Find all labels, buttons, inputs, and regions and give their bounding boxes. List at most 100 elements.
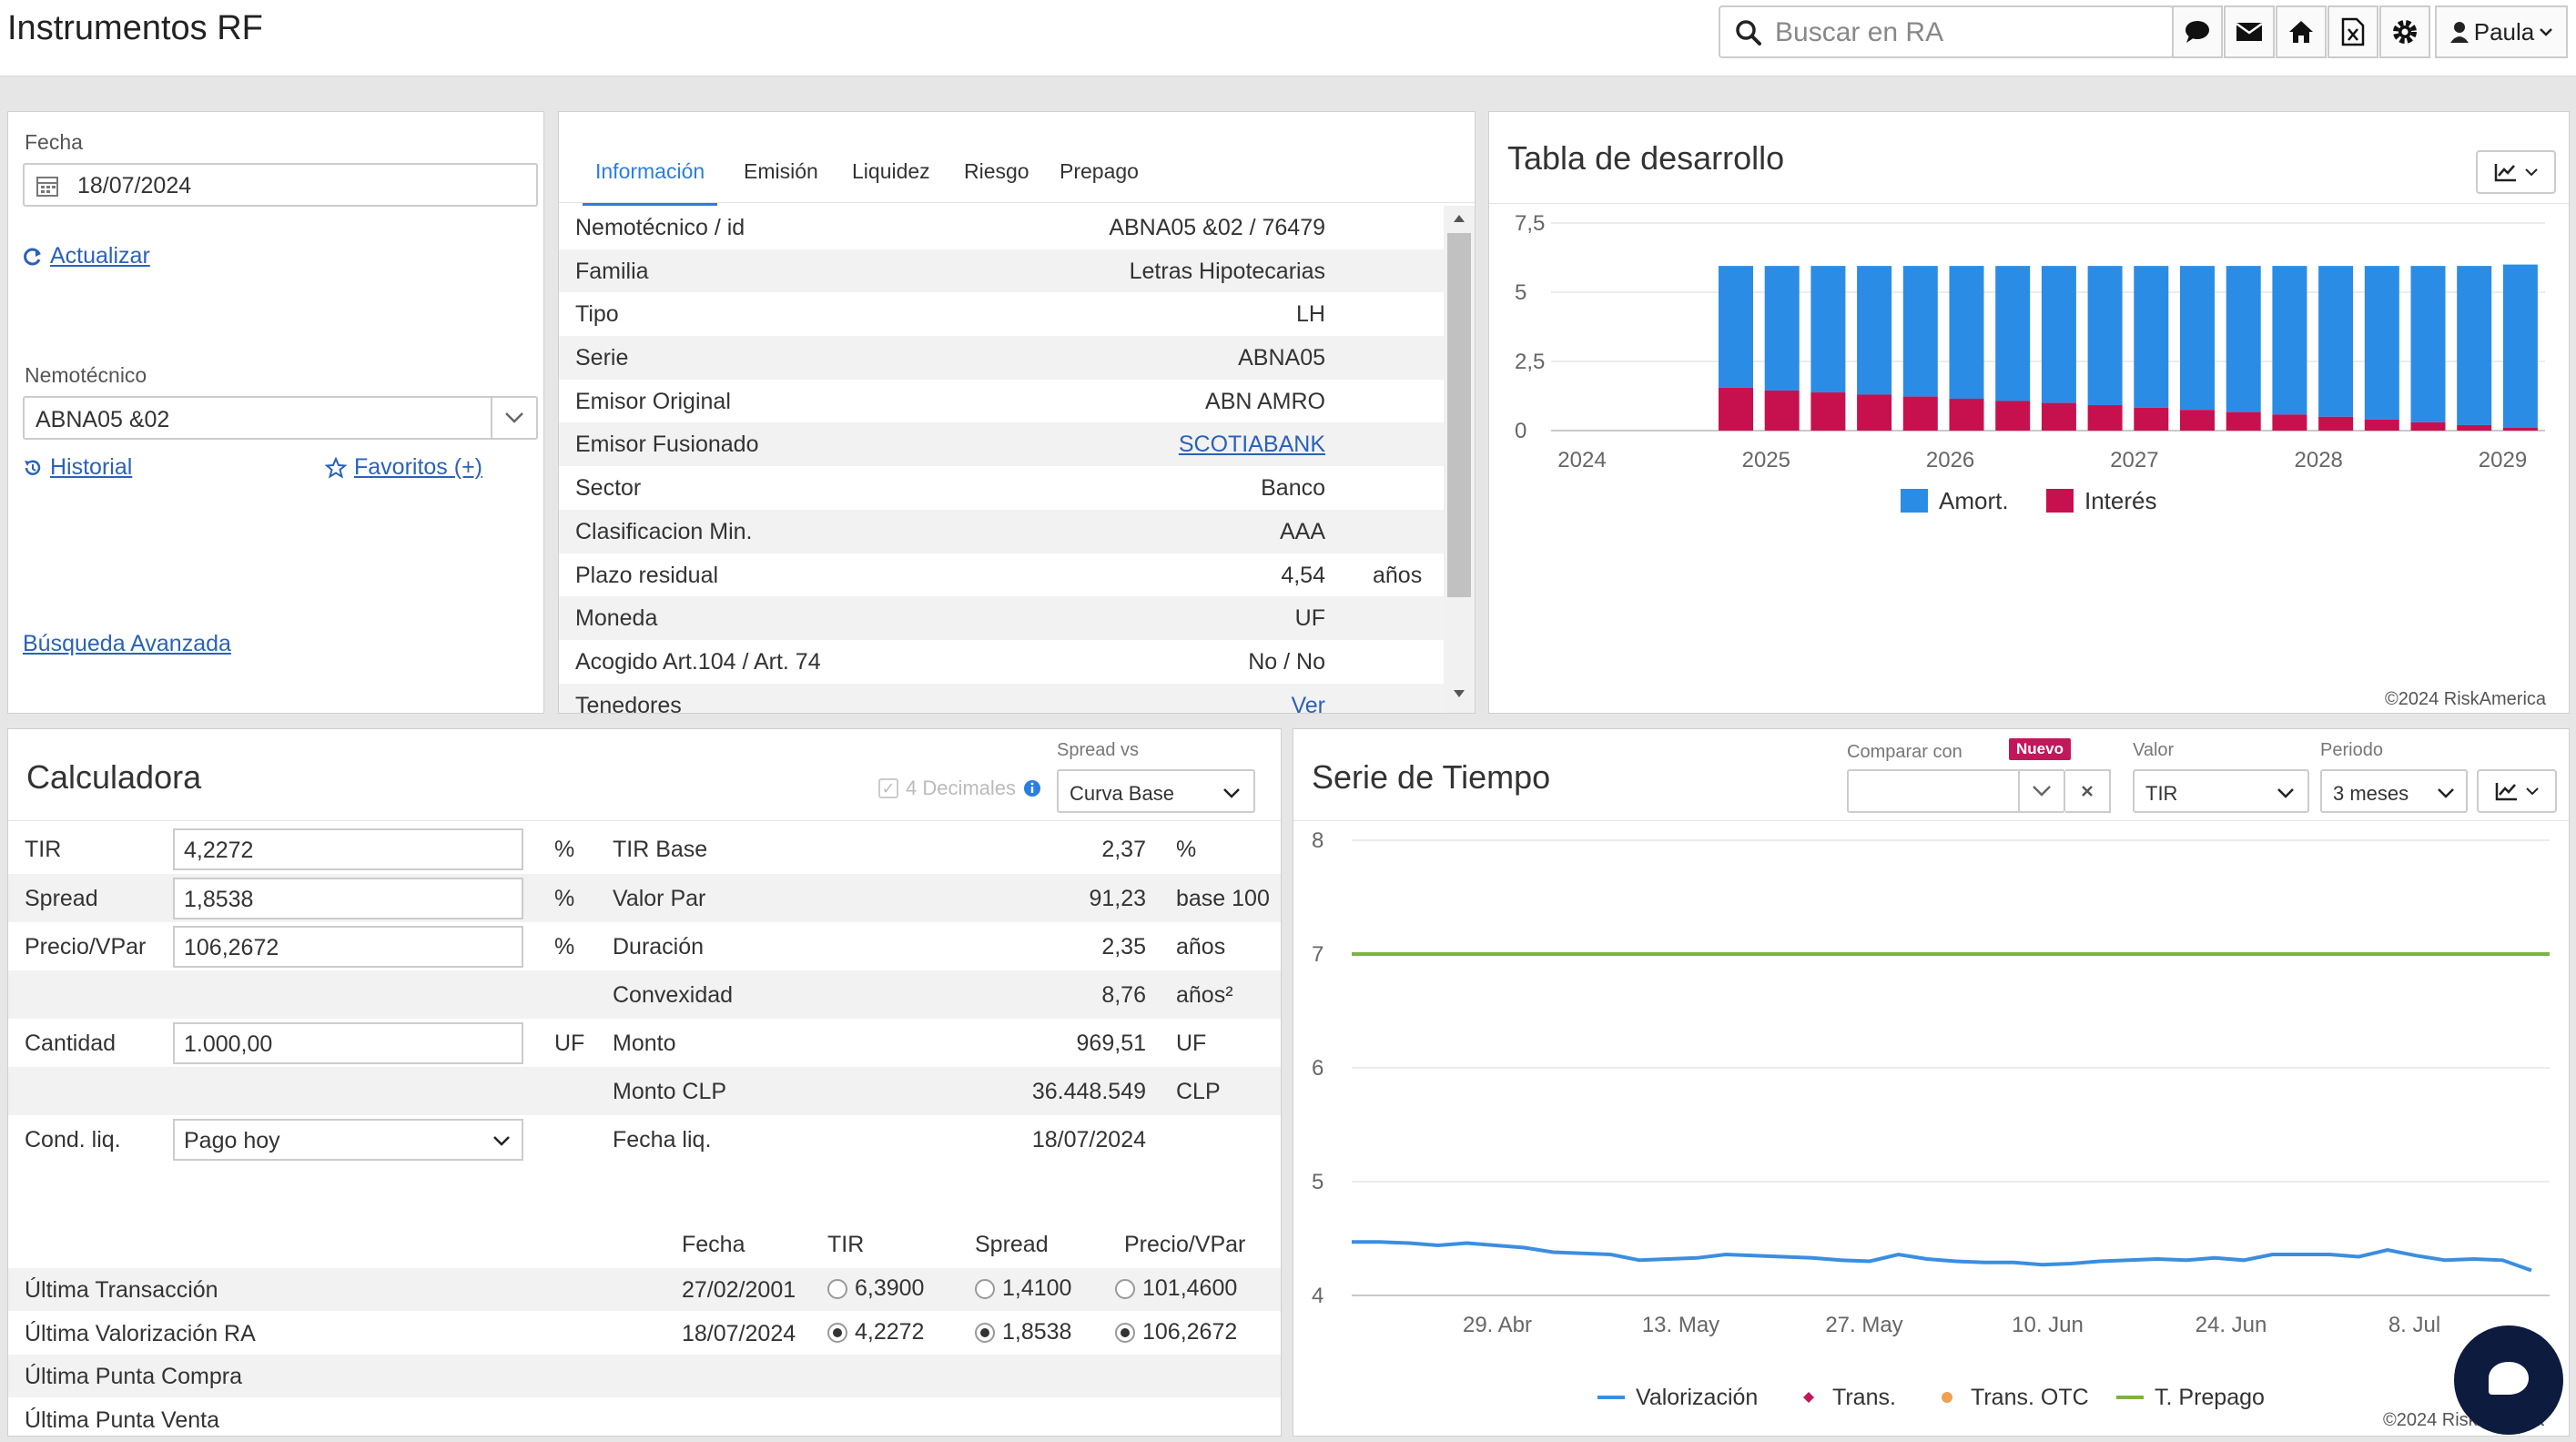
calc-result-unit: CLP	[1176, 1079, 1221, 1104]
tab-informacion[interactable]: Información	[582, 159, 718, 206]
calc-input-preciovpar[interactable]: 106,2672	[173, 926, 523, 968]
legend-otc-label[interactable]: Trans. OTC	[1971, 1385, 2089, 1410]
scroll-thumb[interactable]	[1447, 233, 1471, 597]
mail-button[interactable]	[2224, 5, 2275, 58]
radio-icon[interactable]	[827, 1322, 847, 1343]
legend-prepago-label[interactable]: T. Prepago	[2155, 1385, 2265, 1410]
hist-label: Última Punta Compra	[25, 1364, 242, 1389]
chat-button[interactable]	[2172, 5, 2223, 58]
legend-amort-label[interactable]: Amort.	[1939, 487, 2009, 514]
info-row: Familia Letras Hipotecarias	[559, 249, 1444, 293]
serie-chart-menu-button[interactable]	[2477, 769, 2557, 813]
chevron-down-icon	[493, 1136, 510, 1146]
info-unit: años	[1373, 562, 1423, 588]
calc-result-label: Valor Par	[613, 886, 706, 911]
desarrollo-chart-menu-button[interactable]	[2476, 150, 2556, 194]
home-button[interactable]	[2276, 5, 2327, 58]
legend-interes-label[interactable]: Interés	[2084, 487, 2157, 514]
hist-tir-option[interactable]: 6,3900	[827, 1275, 924, 1302]
calc-input-unit: UF	[554, 1031, 585, 1056]
radio-icon[interactable]	[975, 1322, 995, 1343]
dev-bar-amort	[1810, 266, 1846, 393]
dev-bar-interes	[1902, 396, 1938, 431]
dev-x-tick: 2026	[1926, 448, 1974, 472]
info-row: Moneda UF	[559, 596, 1444, 640]
nuevo-badge: Nuevo	[2009, 738, 2071, 760]
calc-row: Cond. liq. Pago hoy Fecha liq. 18/07/2024	[8, 1115, 1281, 1163]
scroll-down-icon[interactable]	[1452, 688, 1466, 699]
info-icon[interactable]	[1023, 779, 1041, 797]
historial-link[interactable]: Historial	[23, 454, 132, 481]
excel-icon	[2341, 17, 2365, 46]
tab-prepago[interactable]: Prepago	[1060, 159, 1139, 183]
hist-spread-option[interactable]: 1,8538	[975, 1319, 1071, 1346]
settings-button[interactable]	[2379, 5, 2430, 58]
nemotecnico-dropdown-toggle[interactable]	[491, 398, 536, 438]
star-icon	[325, 456, 347, 479]
calc-row: Monto CLP 36.448.549 CLP	[8, 1067, 1281, 1115]
scroll-up-icon[interactable]	[1452, 213, 1466, 224]
calc-label: Cond. liq.	[25, 1127, 121, 1153]
decimales-checkbox[interactable]: ✓ 4 Decimales	[878, 777, 1041, 800]
legend-trans-label[interactable]: Trans.	[1832, 1385, 1896, 1410]
radio-icon[interactable]	[827, 1279, 847, 1300]
calc-input-cantidad[interactable]: 1.000,00	[173, 1022, 523, 1064]
radio-icon[interactable]	[975, 1279, 995, 1300]
chevron-down-icon	[1223, 788, 1240, 798]
tab-liquidez[interactable]: Liquidez	[852, 159, 930, 183]
dev-y-tick: 7,5	[1515, 211, 1545, 236]
calc-result-value: 2,35	[1101, 934, 1146, 960]
calc-result-unit: años²	[1176, 982, 1233, 1008]
info-value-link[interactable]: Ver	[1291, 692, 1325, 714]
dev-bar-interes	[2041, 402, 2076, 431]
spread-vs-select[interactable]: Curva Base	[1057, 769, 1255, 813]
chat-widget-button[interactable]	[2454, 1325, 2563, 1435]
comparar-clear-button[interactable]	[2065, 769, 2111, 813]
spread-vs-value: Curva Base	[1070, 782, 1174, 805]
periodo-select[interactable]: 3 meses	[2320, 769, 2468, 813]
calc-input-tir[interactable]: 4,2272	[173, 828, 523, 870]
info-value-link[interactable]: SCOTIABANK	[1178, 432, 1325, 458]
tab-riesgo[interactable]: Riesgo	[964, 159, 1029, 183]
hist-precio-value: 101,4600	[1142, 1275, 1238, 1301]
calc-input-value: 1.000,00	[184, 1031, 273, 1057]
actualizar-link[interactable]: Actualizar	[23, 243, 150, 269]
user-menu-button[interactable]: Paula	[2435, 5, 2568, 58]
calc-result-label: Fecha liq.	[613, 1127, 712, 1153]
nemotecnico-select[interactable]: ABNA05 &02	[23, 396, 538, 440]
search-panel: Fecha 18/07/2024 Actualizar Nemotécnico …	[7, 111, 544, 714]
hist-spread-option[interactable]: 1,4100	[975, 1275, 1071, 1302]
calc-label: Cantidad	[25, 1031, 117, 1056]
dev-bar-interes	[2318, 416, 2354, 431]
valor-select[interactable]: TIR	[2133, 769, 2309, 813]
radio-icon[interactable]	[1115, 1279, 1135, 1300]
history-icon	[25, 460, 41, 475]
radio-icon[interactable]	[1115, 1322, 1135, 1343]
hist-tir-option[interactable]: 4,2272	[827, 1319, 924, 1346]
search-input[interactable]	[1775, 15, 2157, 51]
calc-result-unit: %	[1176, 837, 1197, 862]
info-scrollbar[interactable]	[1444, 206, 1475, 713]
favoritos-link[interactable]: Favoritos (+)	[325, 454, 482, 481]
busqueda-avanzada-link[interactable]: Búsqueda Avanzada	[23, 631, 231, 657]
fecha-input[interactable]: 18/07/2024	[23, 163, 538, 207]
hist-precio-option[interactable]: 106,2672	[1115, 1319, 1237, 1346]
comparar-dropdown-toggle[interactable]	[2018, 771, 2064, 811]
excel-button[interactable]	[2328, 5, 2378, 58]
ts-y-tick: 4	[1312, 1284, 1323, 1308]
comparar-select[interactable]	[1847, 769, 2065, 813]
tab-emision[interactable]: Emisión	[744, 159, 818, 183]
ts-x-tick: 13. May	[1642, 1313, 1719, 1337]
chevron-down-icon	[2277, 788, 2294, 798]
hist-precio-option[interactable]: 101,4600	[1115, 1275, 1237, 1302]
search-box[interactable]	[1719, 5, 2174, 58]
serie-chart: 4 5 6 7 8 29. Abr 13. May 27. May 10. Jun 24. Jun…	[1312, 828, 2550, 1410]
cond-liq-select[interactable]: Pago hoy	[173, 1119, 523, 1161]
info-key: Acogido Art.104 / Art. 74	[575, 648, 821, 675]
dev-bar-interes	[2226, 411, 2261, 431]
dev-bar-amort	[2502, 264, 2538, 428]
mail-icon	[2236, 22, 2263, 41]
legend-valorizacion-label[interactable]: Valorización	[1636, 1385, 1758, 1410]
calc-input-spread[interactable]: 1,8538	[173, 878, 523, 919]
hist-header: Fecha	[682, 1232, 745, 1257]
